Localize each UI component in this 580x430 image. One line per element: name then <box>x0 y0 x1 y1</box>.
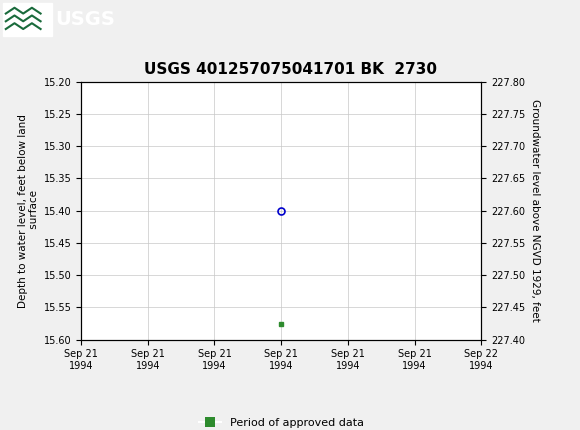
Legend: Period of approved data: Period of approved data <box>194 413 368 430</box>
Y-axis label: Groundwater level above NGVD 1929, feet: Groundwater level above NGVD 1929, feet <box>530 99 539 322</box>
Y-axis label: Depth to water level, feet below land
 surface: Depth to water level, feet below land su… <box>18 114 39 307</box>
Text: USGS 401257075041701 BK  2730: USGS 401257075041701 BK 2730 <box>143 62 437 77</box>
Text: USGS: USGS <box>55 10 115 29</box>
FancyBboxPatch shape <box>3 3 52 36</box>
